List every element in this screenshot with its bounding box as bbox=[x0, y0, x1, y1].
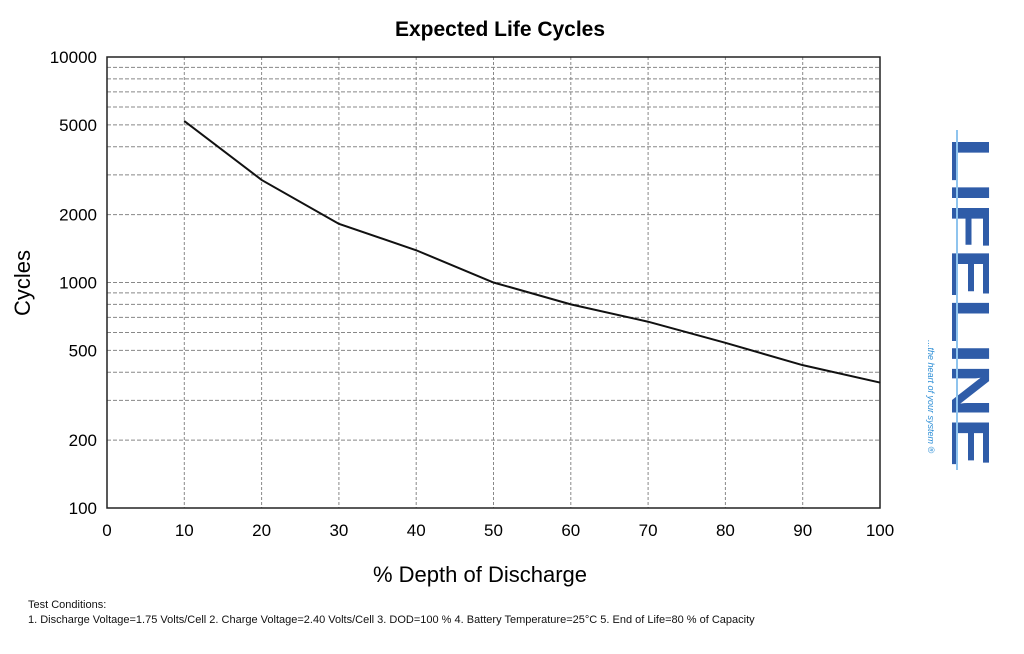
y-tick-label: 200 bbox=[69, 431, 97, 450]
y-tick-label: 10000 bbox=[50, 48, 97, 67]
chart-title: Expected Life Cycles bbox=[395, 18, 605, 41]
grid bbox=[107, 57, 880, 508]
x-tick-labels: 0 10 20 30 40 50 60 70 80 90 100 bbox=[102, 521, 894, 540]
data-point bbox=[647, 321, 649, 323]
test-conditions-text: 1. Discharge Voltage=1.75 Volts/Cell 2. … bbox=[28, 614, 755, 626]
y-tick-label: 1000 bbox=[59, 274, 97, 293]
x-tick-label: 100 bbox=[866, 521, 894, 540]
data-point bbox=[261, 179, 263, 181]
x-tick-label: 20 bbox=[252, 521, 271, 540]
y-tick-label: 100 bbox=[69, 499, 97, 518]
data-point bbox=[724, 342, 726, 344]
y-tick-label: 5000 bbox=[59, 116, 97, 135]
y-tick-label: 2000 bbox=[59, 206, 97, 225]
y-tick-labels: 10000 5000 2000 1000 500 200 100 bbox=[50, 48, 97, 518]
x-tick-label: 0 bbox=[102, 521, 111, 540]
x-tick-label: 50 bbox=[484, 521, 503, 540]
y-tick-label: 500 bbox=[69, 341, 97, 360]
data-point bbox=[183, 120, 185, 122]
data-point bbox=[493, 282, 494, 283]
x-tick-label: 80 bbox=[716, 521, 735, 540]
x-tick-label: 90 bbox=[793, 521, 812, 540]
x-tick-label: 30 bbox=[329, 521, 348, 540]
series-group bbox=[183, 120, 881, 384]
y-axis-label: Cycles bbox=[10, 250, 35, 316]
series-line bbox=[183, 120, 881, 384]
plot-frame bbox=[106, 56, 881, 509]
data-point bbox=[338, 223, 340, 225]
logo-tagline: ...the heart of your system ® bbox=[926, 340, 936, 454]
x-tick-label: 70 bbox=[639, 521, 658, 540]
test-conditions: Test Conditions: 1. Discharge Voltage=1.… bbox=[28, 598, 755, 628]
x-axis-label: % Depth of Discharge bbox=[373, 562, 587, 587]
logo-wordmark: LIFELINE bbox=[940, 137, 1000, 467]
lifeline-logo: LIFELINE ...the heart of your system ® bbox=[926, 130, 1000, 470]
data-point bbox=[570, 303, 572, 305]
test-conditions-heading: Test Conditions: bbox=[28, 599, 107, 611]
x-tick-label: 10 bbox=[175, 521, 194, 540]
data-point bbox=[802, 364, 804, 366]
data-point bbox=[879, 382, 881, 384]
x-tick-label: 40 bbox=[407, 521, 426, 540]
data-point bbox=[415, 249, 417, 251]
x-tick-label: 60 bbox=[561, 521, 580, 540]
